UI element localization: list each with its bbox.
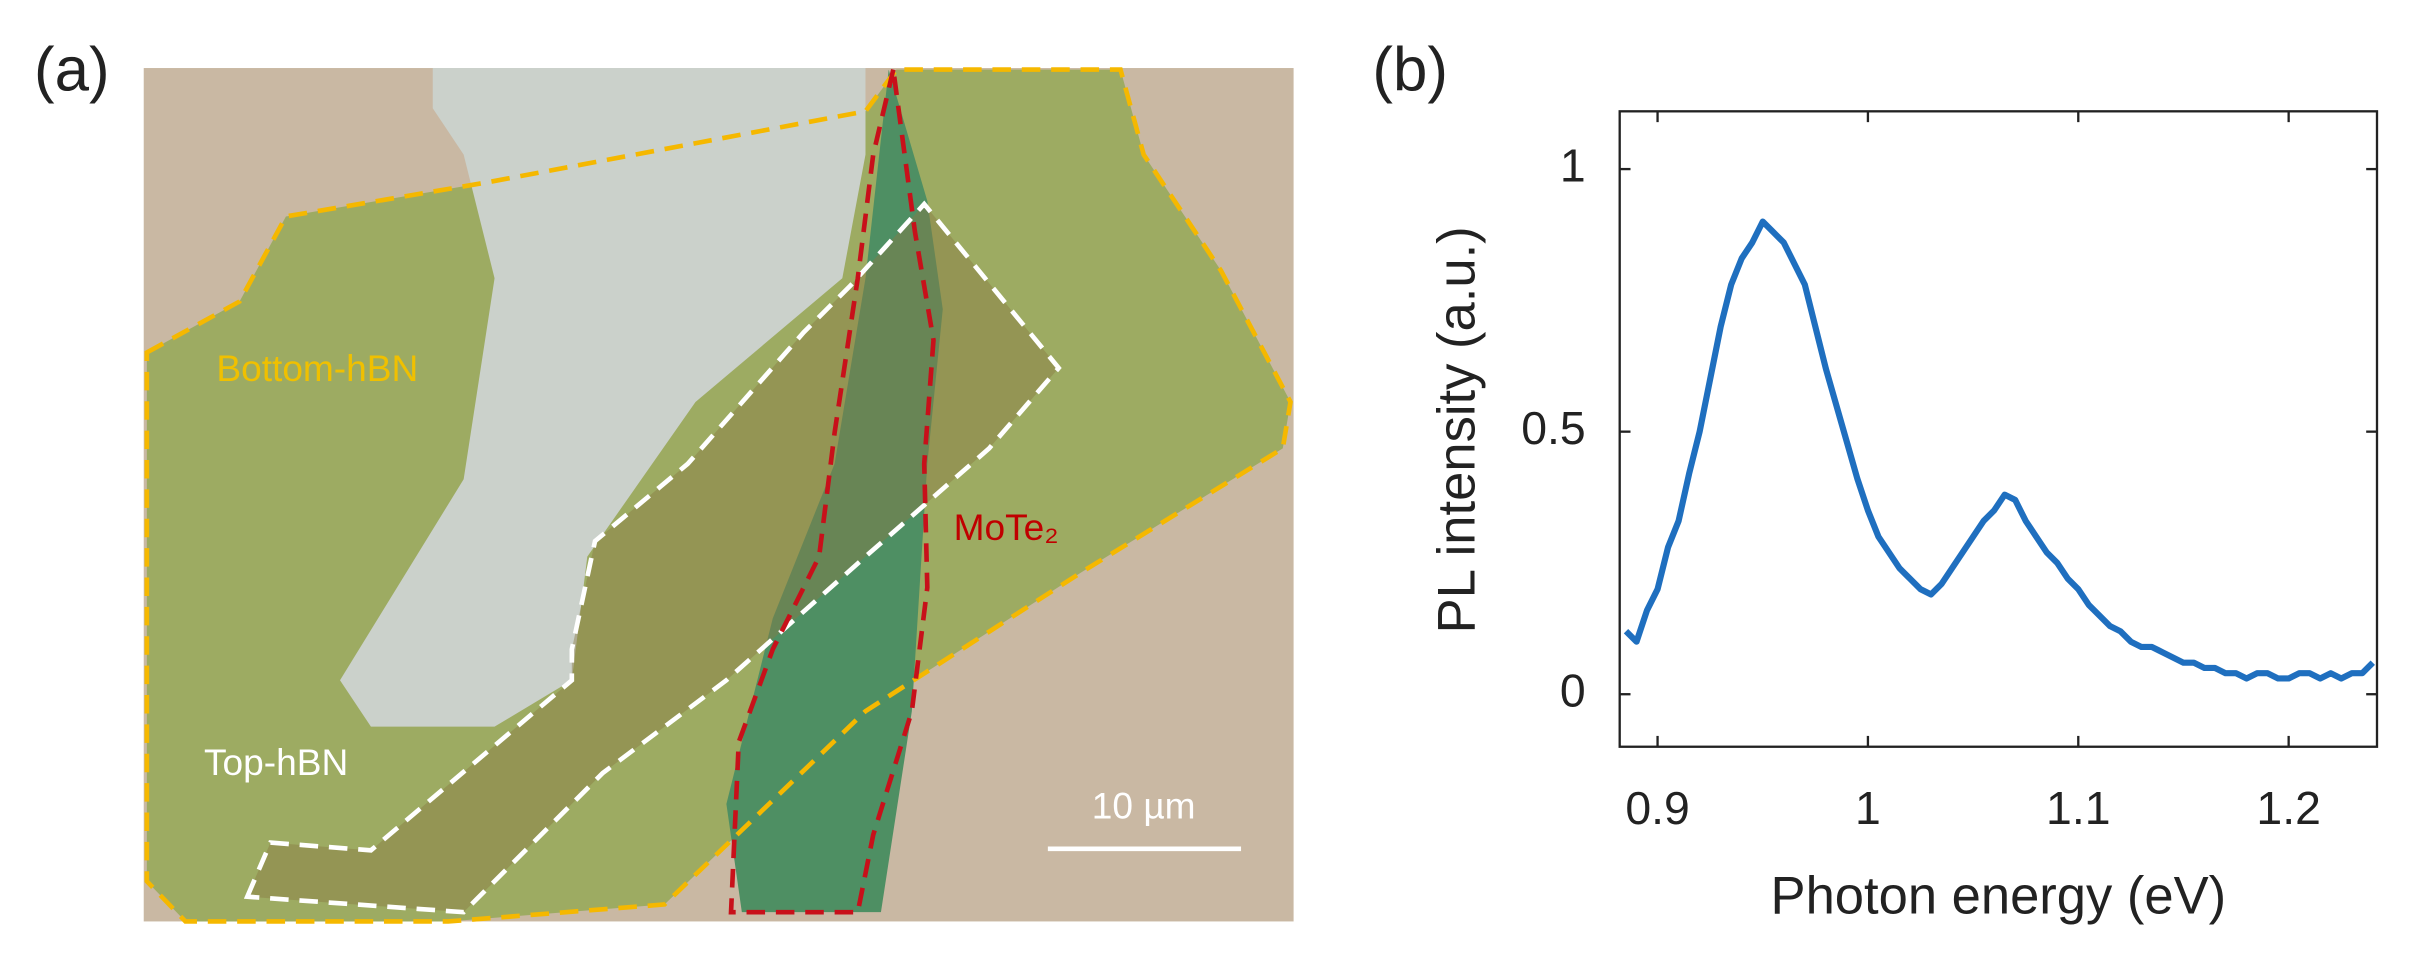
panel-label: (a) xyxy=(34,36,110,105)
top-hbn-outline xyxy=(243,200,1062,915)
mote2-region xyxy=(726,69,943,913)
x-tick-label: 1.1 xyxy=(2046,782,2110,834)
scale-bar-label: 10 µm xyxy=(1092,784,1196,826)
bare-area xyxy=(340,68,866,727)
mote2-outline xyxy=(728,69,936,915)
top-hbn-region xyxy=(247,204,1059,913)
y-axis-label: PL intensity (a.u.) xyxy=(1427,226,1486,633)
y-tick-label: 0.5 xyxy=(1521,402,1585,454)
micrograph: 10 µm Bottom-hBN Top-hBN MoTe₂ xyxy=(143,67,1294,924)
panel-label: (b) xyxy=(1372,36,1448,105)
x-tick-label: 0.9 xyxy=(1625,782,1689,834)
data-line xyxy=(1623,218,2375,682)
y-tick-label: 0 xyxy=(1560,664,1586,716)
region-label: Bottom-hBN xyxy=(216,347,418,389)
region-label: Top-hBN xyxy=(204,741,348,783)
region-label: MoTe₂ xyxy=(954,506,1059,548)
x-tick-label: 1 xyxy=(1855,782,1881,834)
y-tick-label: 1 xyxy=(1560,139,1586,191)
plot-frame xyxy=(1618,110,2379,748)
x-axis-label: Photon energy (eV) xyxy=(1771,867,2227,926)
x-tick-label: 1.2 xyxy=(2256,782,2320,834)
